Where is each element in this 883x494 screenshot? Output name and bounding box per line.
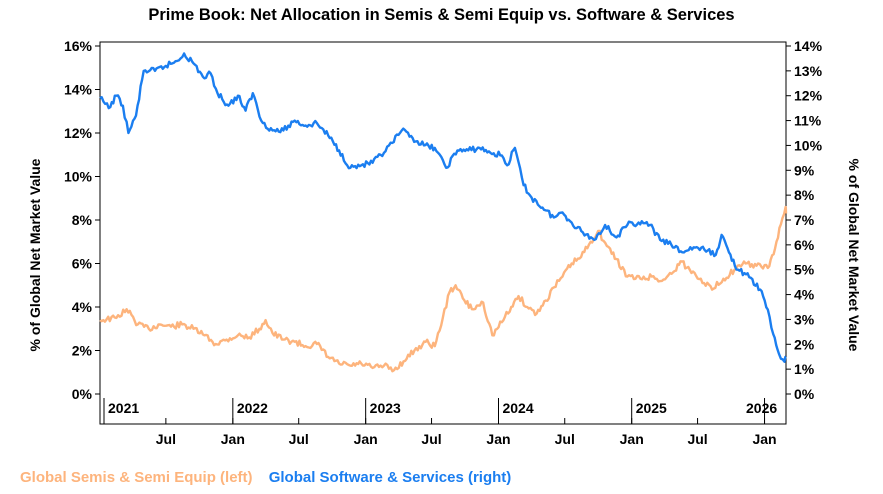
x-year-label: 2022 (237, 400, 268, 416)
x-month-label: Jul (289, 431, 309, 447)
y-left-tick-label: 4% (72, 299, 93, 315)
chart-title: Prime Book: Net Allocation in Semis & Se… (0, 0, 883, 31)
plot-area (99, 41, 787, 425)
x-year-label: 2021 (108, 400, 139, 416)
x-month-label: Jan (752, 431, 776, 447)
legend-item-semis: Global Semis & Semi Equip (left) (20, 469, 253, 486)
x-year-label: 2024 (502, 400, 533, 416)
y-right-tick-label: 5% (794, 262, 815, 278)
y-left-tick-label: 2% (72, 343, 93, 359)
x-month-label: Jan (354, 431, 378, 447)
x-month-label: Jul (555, 431, 575, 447)
y-right-tick-label: 10% (794, 137, 823, 153)
y-right-tick-label: 8% (794, 187, 815, 203)
y-right-tick-label: 11% (794, 113, 822, 129)
x-month-label: Jul (687, 431, 707, 447)
x-year-label: 2026 (746, 400, 777, 416)
y-right-tick-label: 2% (794, 336, 815, 352)
y-left-tick-label: 8% (72, 212, 93, 228)
y-right-tick-label: 3% (794, 311, 815, 327)
y-right-tick-label: 14% (794, 38, 823, 54)
y-left-tick-label: 6% (72, 256, 93, 272)
y-right-tick-label: 4% (794, 287, 815, 303)
x-month-label: Jan (221, 431, 245, 447)
legend: Global Semis & Semi Equip (left) Global … (20, 469, 523, 486)
y-left-tick-label: 10% (64, 169, 93, 185)
x-month-label: Jul (421, 431, 441, 447)
legend-item-software: Global Software & Services (right) (268, 469, 512, 486)
y-right-tick-label: 7% (794, 212, 815, 228)
y-left-tick-label: 16% (64, 38, 93, 54)
x-year-label: 2025 (636, 400, 667, 416)
semis-series-line (99, 205, 788, 373)
y-axis-label-left: % of Global Net Market Value (27, 158, 43, 351)
x-year-label: 2023 (370, 400, 401, 416)
y-right-tick-label: 1% (794, 361, 815, 377)
y-right-tick-label: 13% (794, 63, 823, 79)
x-month-label: Jul (156, 431, 176, 447)
y-left-tick-label: 0% (72, 386, 93, 402)
y-right-tick-label: 9% (794, 162, 815, 178)
y-left-tick-label: 12% (64, 125, 93, 141)
software-series-line (99, 52, 787, 363)
x-month-label: Jan (620, 431, 644, 447)
y-right-tick-label: 6% (794, 237, 815, 253)
y-right-tick-label: 0% (794, 386, 815, 402)
y-axis-label-right: % of Global Net Market Value (846, 159, 862, 352)
y-left-tick-label: 14% (64, 82, 93, 98)
x-month-label: Jan (486, 431, 510, 447)
y-right-tick-label: 12% (794, 88, 823, 104)
